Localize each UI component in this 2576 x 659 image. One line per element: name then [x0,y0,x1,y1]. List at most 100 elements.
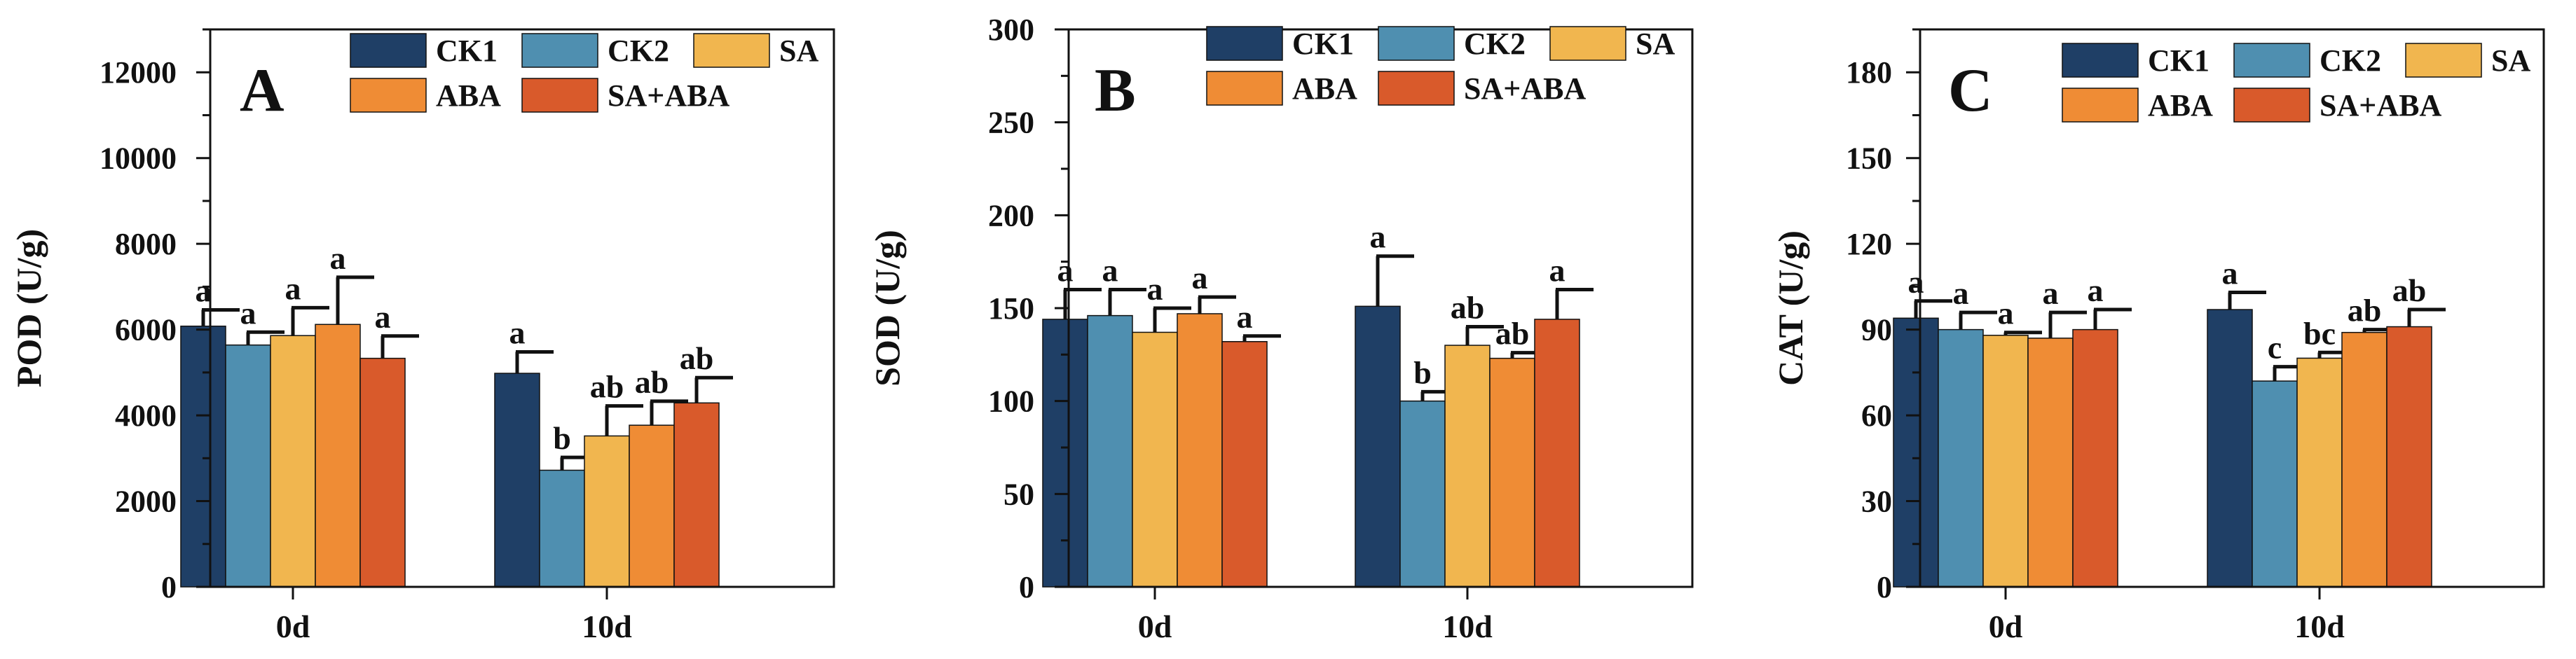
bar-CK1-10d [1355,305,1401,588]
significance-letter: bc [2303,315,2336,351]
significance-letter: a [1370,219,1386,255]
y-tick-label: 300 [988,13,1034,47]
bar-CK2-10d [1399,400,1446,588]
legend-label-ABA: ABA [436,78,501,113]
legend-swatch-CK2 [521,33,598,68]
bar-CK1-10d [2207,309,2253,588]
bar-ABA-10d [2341,331,2387,588]
legend-swatch-SA+ABA [2233,88,2310,123]
legend-label-SA: SA [2491,43,2530,78]
x-tick-label: 0d [1989,609,2023,644]
y-tick-label: 100 [988,384,1034,419]
significance-letter: a [509,314,526,350]
bar-ABA-10d [1489,357,1535,588]
bar-SA+ABA-0d [359,357,406,588]
bar-SA-10d [584,435,630,588]
y-tick-label: 250 [988,106,1034,140]
legend-label-SA+ABA: SA+ABA [1464,71,1586,106]
legend-swatch-SA [2405,43,2482,78]
y-tick-label: 60 [1861,398,1892,433]
significance-letter: a [1549,252,1566,288]
significance-letter: ab [1451,290,1485,326]
bar-CK2-0d [1087,314,1133,588]
bar-CK2-0d [1938,328,1984,588]
significance-letter: ab [2392,272,2427,308]
y-tick-label: 4000 [115,398,177,433]
legend-swatch-SA [693,33,770,68]
significance-letter: a [1998,296,2014,331]
legend-swatch-ABA [1206,71,1283,106]
legend-label-CK2: CK2 [2320,43,2381,78]
significance-letter: ab [680,340,714,376]
legend-label-CK1: CK1 [1292,27,1354,61]
x-tick-label: 0d [276,609,310,644]
legend-swatch-SA [1549,26,1626,61]
x-tick-label: 0d [1138,609,1172,644]
plot-frame [209,28,835,588]
legend-label-SA: SA [1636,27,1675,61]
y-tick-label: 200 [988,198,1034,233]
y-tick-label: 90 [1861,313,1892,347]
plot-frame [1919,28,2545,588]
bar-CK1-0d [180,325,226,588]
bar-SA+ABA-10d [673,402,720,588]
significance-letter: a [2043,275,2059,311]
y-axis-title: POD (U/g) [9,229,48,387]
bar-CK1-10d [494,373,540,588]
panel-letter: C [1948,57,1993,125]
y-tick-label: 150 [988,291,1034,326]
y-tick-label: 0 [1019,570,1034,604]
bar-SA-10d [2296,357,2343,588]
significance-letter: ab [1495,316,1530,352]
significance-letter: a [1237,299,1253,335]
legend-swatch-ABA [2062,88,2139,123]
significance-letter: a [1192,260,1208,296]
legend-swatch-CK2 [1378,26,1455,61]
y-tick-label: 120 [1846,227,1892,261]
bar-CK1-0d [1042,319,1088,588]
legend-label-CK2: CK2 [1464,27,1526,61]
y-tick-label: 150 [1846,141,1892,176]
significance-letter: a [196,272,212,308]
significance-letter: a [1953,275,1969,311]
legend-label-ABA: ABA [1292,71,1357,106]
x-tick-label: 10d [2294,609,2345,644]
bar-CK2-10d [2252,380,2298,588]
significance-letter: a [375,299,391,335]
x-tick-label: 10d [582,609,632,644]
y-tick-label: 30 [1861,485,1892,519]
bar-SA+ABA-0d [1221,341,1268,588]
bar-SA-0d [1132,331,1178,588]
significance-letter: ab [2348,293,2382,328]
bar-SA+ABA-10d [2386,326,2432,588]
legend-label-SA: SA [779,34,818,68]
bar-SA-0d [270,335,316,588]
significance-letter: a [330,240,346,276]
x-tick-label: 10d [1442,609,1493,644]
significance-letter: ab [590,369,624,405]
significance-letter: a [1102,252,1118,288]
bar-CK1-0d [1893,317,1939,588]
y-tick-label: 50 [1003,477,1034,511]
significance-letter: b [1413,354,1432,390]
y-tick-label: 12000 [100,55,177,90]
bar-ABA-0d [2027,338,2074,588]
significance-letter: a [1147,271,1163,307]
legend-swatch-ABA [350,78,427,113]
bar-ABA-0d [315,324,361,588]
bar-SA-0d [1982,335,2029,588]
significance-letter: a [240,295,256,331]
legend-label-ABA: ABA [2148,88,2213,123]
y-tick-label: 6000 [115,313,177,347]
y-tick-label: 10000 [100,141,177,176]
y-tick-label: 180 [1846,55,1892,90]
legend-swatch-CK1 [350,33,427,68]
y-tick-label: 0 [1877,570,1892,604]
significance-letter: a [285,270,301,306]
significance-letter: c [2268,330,2282,366]
significance-letter: a [1908,264,1924,300]
y-tick-label: 8000 [115,227,177,261]
y-axis-title: SOD (U/g) [868,230,907,387]
